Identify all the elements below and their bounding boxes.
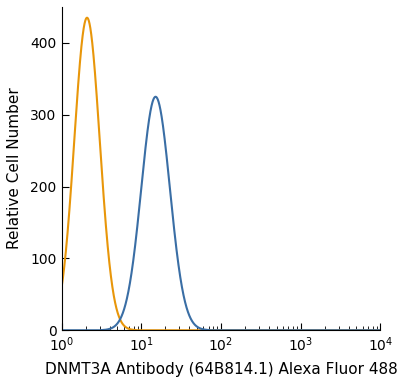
- Y-axis label: Relative Cell Number: Relative Cell Number: [7, 88, 22, 250]
- X-axis label: DNMT3A Antibody (64B814.1) Alexa Fluor 488: DNMT3A Antibody (64B814.1) Alexa Fluor 4…: [44, 362, 397, 377]
